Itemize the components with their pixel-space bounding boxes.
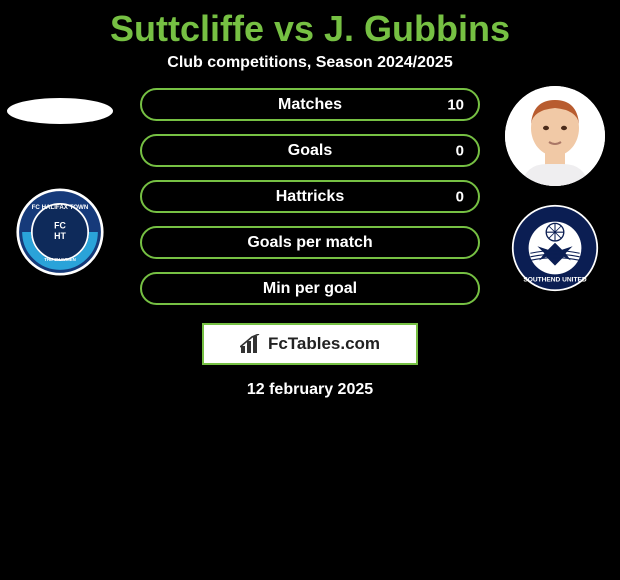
- svg-text:FC HALIFAX TOWN: FC HALIFAX TOWN: [32, 204, 89, 211]
- brand-text: FcTables.com: [268, 334, 380, 354]
- halifax-badge-icon: FC HALIFAX TOWN FC HT THE SHAYMEN: [16, 188, 104, 276]
- stats-rows: Matches 10 Goals 0 Hattricks 0 Goals per…: [140, 86, 480, 305]
- page-title: Suttcliffe vs J. Gubbins: [0, 0, 620, 54]
- stat-label: Matches: [278, 96, 342, 114]
- stat-row-min-per-goal: Min per goal: [140, 272, 480, 305]
- brand-box: FcTables.com: [202, 323, 418, 365]
- right-column: SOUTHEND UNITED: [500, 86, 620, 292]
- stat-row-matches: Matches 10: [140, 88, 480, 121]
- club-badge-left: FC HALIFAX TOWN FC HT THE SHAYMEN: [16, 188, 104, 276]
- stat-row-hattricks: Hattricks 0: [140, 180, 480, 213]
- player-right-photo: [505, 86, 605, 186]
- southend-badge-icon: SOUTHEND UNITED: [511, 200, 599, 296]
- stat-value-right: 0: [456, 142, 464, 159]
- club-badge-right: SOUTHEND UNITED: [511, 204, 599, 292]
- player-head-icon: [505, 86, 605, 186]
- stat-row-goals-per-match: Goals per match: [140, 226, 480, 259]
- svg-text:HT: HT: [54, 231, 66, 241]
- svg-text:SOUTHEND UNITED: SOUTHEND UNITED: [523, 276, 587, 283]
- content: FC HALIFAX TOWN FC HT THE SHAYMEN: [0, 86, 620, 399]
- stat-value-right: 10: [447, 96, 464, 113]
- date-text: 12 february 2025: [0, 381, 620, 399]
- stat-label: Goals: [288, 142, 332, 160]
- bars-icon: [240, 334, 262, 354]
- player-left-photo: [7, 98, 113, 124]
- svg-text:THE SHAYMEN: THE SHAYMEN: [44, 257, 76, 262]
- stat-row-goals: Goals 0: [140, 134, 480, 167]
- stat-value-right: 0: [456, 188, 464, 205]
- stat-label: Goals per match: [247, 234, 372, 252]
- page-subtitle: Club competitions, Season 2024/2025: [0, 54, 620, 86]
- left-column: FC HALIFAX TOWN FC HT THE SHAYMEN: [0, 86, 120, 276]
- stat-label: Hattricks: [276, 188, 344, 206]
- stat-label: Min per goal: [263, 280, 357, 298]
- svg-text:FC: FC: [54, 220, 66, 230]
